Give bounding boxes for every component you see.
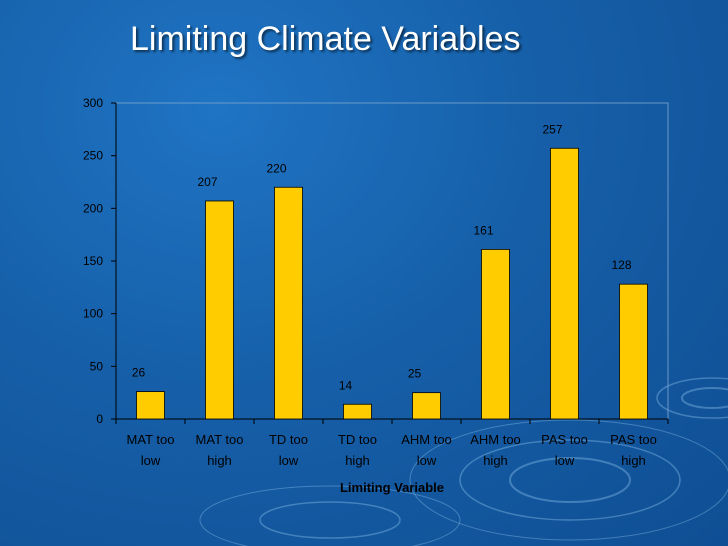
data-label: 207 [197,175,217,189]
slide-title: Limiting Climate Variables [130,20,521,58]
bar [481,249,510,420]
plot-area [115,102,669,420]
x-category-label: MAT too [196,432,244,447]
bar [136,391,165,420]
x-category-label: low [555,453,575,468]
x-axis-title: Limiting Variable [340,480,444,495]
y-tick-label: 100 [83,307,103,321]
x-category-label: high [345,453,370,468]
x-category-label: high [621,453,646,468]
y-tick-label: 0 [96,412,103,426]
y-tick-label: 150 [83,254,103,268]
x-category-label: PAS too [541,432,588,447]
x-category-label: AHM too [401,432,452,447]
data-label: 161 [473,223,493,237]
data-label: 128 [611,258,631,272]
bar [205,200,234,420]
x-category-label: low [141,453,161,468]
x-category-label: AHM too [470,432,521,447]
bar [274,186,303,420]
data-label: 14 [339,378,353,392]
data-label: 26 [132,366,146,380]
bar [550,147,579,420]
x-category-label: TD too [269,432,308,447]
y-tick-label: 300 [83,96,103,110]
x-category-label: high [483,453,508,468]
data-label: 220 [266,161,286,175]
x-category-label: MAT too [127,432,175,447]
y-tick-label: 200 [83,201,103,215]
data-label: 25 [408,367,422,381]
bar [343,403,372,420]
bar [412,392,441,420]
bar [619,283,648,420]
x-category-label: PAS too [610,432,657,447]
y-tick-label: 50 [90,359,104,373]
data-label: 257 [542,122,562,136]
y-tick-label: 250 [83,149,103,163]
x-category-label: TD too [338,432,377,447]
x-category-label: low [279,453,299,468]
x-category-label: low [417,453,437,468]
x-category-label: high [207,453,232,468]
